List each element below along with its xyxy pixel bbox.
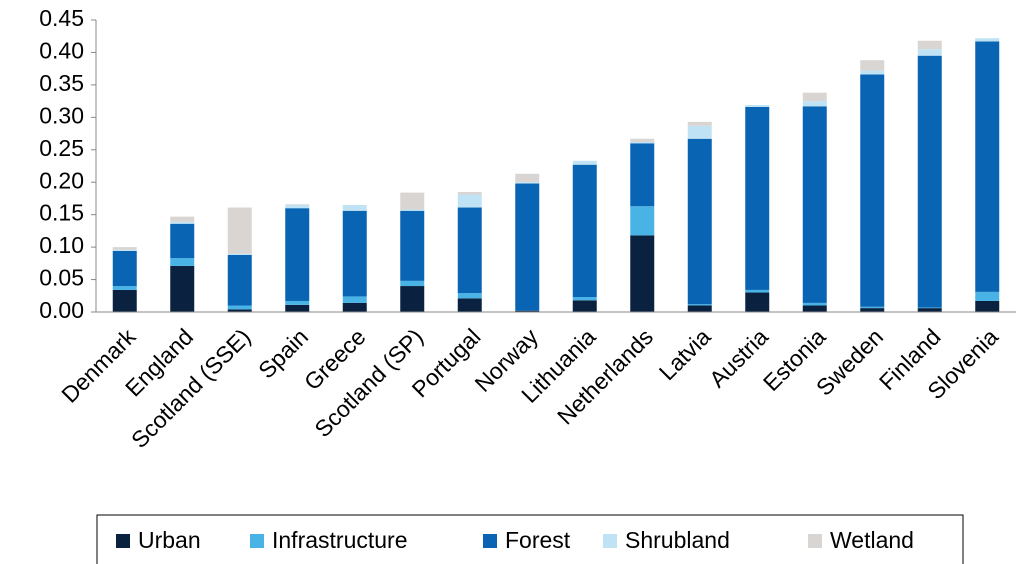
bar-segment xyxy=(112,251,137,287)
bar-segment xyxy=(342,210,367,297)
bar-segment xyxy=(917,308,942,312)
bar-segment xyxy=(112,286,137,290)
x-tick-label: Denmark xyxy=(56,323,141,408)
bar-segment xyxy=(687,125,712,139)
bar-segment xyxy=(572,160,597,165)
bar-segment xyxy=(917,40,942,50)
y-tick-label: 0.45 xyxy=(39,5,84,31)
y-tick-label: 0.15 xyxy=(39,200,84,226)
y-tick-label: 0.35 xyxy=(39,70,84,96)
bar-segment xyxy=(342,302,367,312)
legend-label: Shrubland xyxy=(625,527,730,553)
bar-segment xyxy=(112,249,137,252)
bar-segment xyxy=(802,305,827,312)
bar-segment xyxy=(285,204,310,205)
bar-segment xyxy=(745,105,770,107)
bar-segment xyxy=(745,289,770,293)
legend-label: Forest xyxy=(505,527,571,553)
bar-segment xyxy=(802,302,827,306)
bar-segment xyxy=(630,206,655,236)
bar-segment xyxy=(400,209,425,211)
bar-segment xyxy=(457,191,482,195)
bar-segment xyxy=(400,210,425,281)
bar-segment xyxy=(630,143,655,207)
bar-segment xyxy=(400,192,425,210)
bar-segment xyxy=(975,38,1000,42)
bar-segment xyxy=(457,207,482,294)
bar-segment xyxy=(975,41,1000,292)
y-tick-label: 0.25 xyxy=(39,135,84,161)
bar-segment xyxy=(687,121,712,126)
bar-segment xyxy=(572,300,597,312)
bar-segment xyxy=(170,265,195,312)
bar-segment xyxy=(170,223,195,259)
bar-segment xyxy=(227,309,252,312)
bar-segment xyxy=(170,216,195,222)
bar-segment xyxy=(630,235,655,312)
bar-segment xyxy=(457,293,482,299)
bar-segment xyxy=(515,173,540,183)
bar-segment xyxy=(285,304,310,312)
bar-segment xyxy=(975,300,1000,312)
bar-segment xyxy=(860,308,885,312)
bar-segment xyxy=(860,74,885,307)
bar-segment xyxy=(630,141,655,144)
y-tick-label: 0.40 xyxy=(39,38,84,64)
bar-segment xyxy=(285,300,310,305)
bar-segment xyxy=(802,101,827,107)
bar-segment xyxy=(515,183,540,311)
bar-segment xyxy=(227,207,252,254)
y-tick-label: 0.30 xyxy=(39,102,84,128)
bar-segment xyxy=(802,106,827,303)
legend-swatch xyxy=(808,534,822,548)
bar-segment xyxy=(342,204,367,211)
bar-segment xyxy=(687,304,712,306)
y-tick-label: 0.05 xyxy=(39,265,84,291)
bar-segment xyxy=(860,70,885,75)
bar-segment xyxy=(457,194,482,208)
bar-segment xyxy=(170,221,195,224)
bar-segment xyxy=(112,289,137,312)
legend-swatch xyxy=(603,534,617,548)
bar-segment xyxy=(572,297,597,301)
bar-segment xyxy=(975,291,1000,301)
y-tick-label: 0.20 xyxy=(39,167,84,193)
legend-swatch xyxy=(250,534,264,548)
bar-segment xyxy=(630,138,655,142)
legend-box xyxy=(96,514,964,564)
bar-segment xyxy=(400,286,425,312)
bar-segment xyxy=(170,258,195,266)
y-tick-label: 0.10 xyxy=(39,232,84,258)
bar-segment xyxy=(802,92,827,102)
legend-label: Infrastructure xyxy=(272,527,408,553)
bar-segment xyxy=(572,164,597,298)
bar-segment xyxy=(227,305,252,310)
bar-segment xyxy=(227,254,252,306)
legend-label: Urban xyxy=(138,527,201,553)
bar-segment xyxy=(515,182,540,184)
bar-segment xyxy=(745,292,770,312)
bar-segment xyxy=(515,310,540,312)
bar-segment xyxy=(112,247,137,250)
bar-segment xyxy=(457,298,482,312)
bar-segment xyxy=(687,305,712,312)
bar-segment xyxy=(687,138,712,305)
legend-swatch xyxy=(116,534,130,548)
legend-label: Wetland xyxy=(830,527,914,553)
bar-segment xyxy=(342,296,367,303)
legend-swatch xyxy=(483,534,497,548)
bar-segment xyxy=(917,55,942,308)
bar-segment xyxy=(745,106,770,290)
y-tick-label: 0.00 xyxy=(39,297,84,323)
bar-segment xyxy=(917,49,942,56)
bar-segment xyxy=(285,204,310,209)
bar-segment xyxy=(400,280,425,287)
bar-segment xyxy=(227,253,252,255)
bar-segment xyxy=(860,306,885,309)
bar-segment xyxy=(285,208,310,301)
bar-segment xyxy=(917,307,942,309)
bar-segment xyxy=(860,60,885,71)
